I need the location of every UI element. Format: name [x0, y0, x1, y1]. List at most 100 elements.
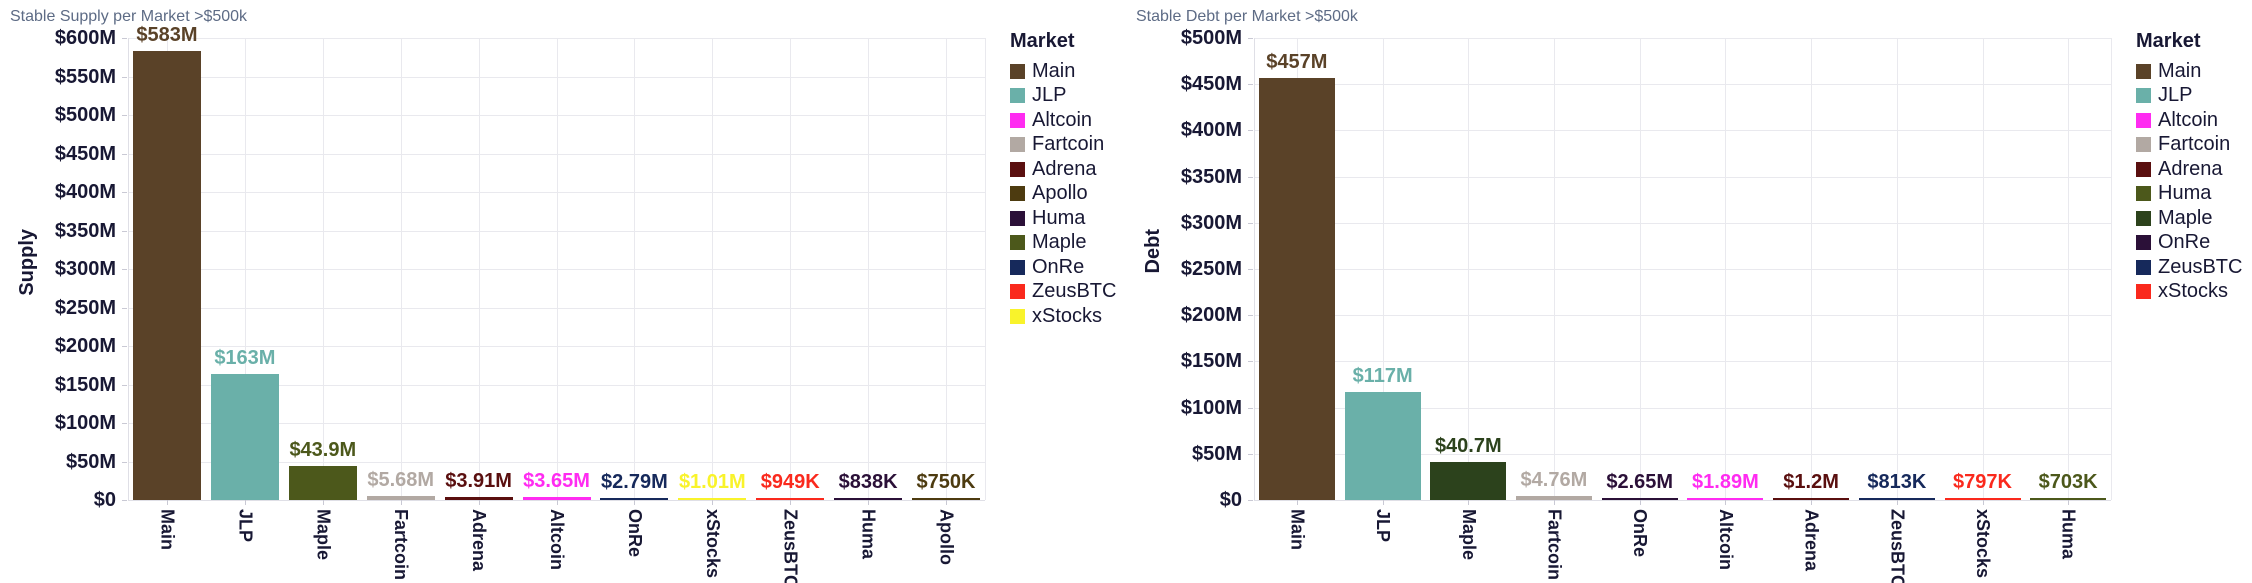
legend-item-jlp[interactable]: JLP [1010, 84, 1116, 109]
legend-item-onre[interactable]: OnRe [1010, 255, 1116, 280]
x-tick-label: Maple [313, 509, 334, 561]
v-gridline [1725, 38, 1727, 500]
legend-item-maple[interactable]: Maple [1010, 231, 1116, 256]
x-tick-mark [1896, 500, 1898, 505]
bar-value-label: $43.9M [289, 439, 357, 461]
x-tick-label: Adrena [1801, 509, 1822, 572]
legend-item-main[interactable]: Main [1010, 59, 1116, 84]
bar-altcoin[interactable] [1687, 498, 1764, 500]
bar-xstocks[interactable] [1944, 498, 2021, 500]
legend-swatch [1010, 308, 1025, 324]
y-tick-label: $350M [1180, 165, 1242, 188]
x-tick-label: Apollo [936, 509, 957, 565]
legend-label: Altcoin [1032, 108, 1093, 131]
bar-adrena[interactable] [1773, 498, 1850, 500]
x-tick-mark [2068, 500, 2070, 505]
v-gridline [712, 38, 714, 500]
bar-onre[interactable] [1601, 498, 1678, 500]
y-tick-label: $0 [1219, 489, 1242, 511]
chart-title: Stable Supply per Market >$500k [10, 8, 248, 25]
legend-swatch [1010, 112, 1025, 128]
bar-onre[interactable] [600, 498, 669, 500]
legend-swatch [1010, 235, 1025, 251]
x-tick-label: ZeusBTC [1887, 509, 1908, 583]
y-tick-mark [122, 38, 127, 39]
v-gridline [1382, 38, 1384, 500]
legend-label: Main [1032, 59, 1076, 82]
legend-item-main[interactable]: Main [2136, 59, 2242, 84]
y-tick-label: $350M [54, 219, 116, 242]
x-tick-mark [712, 500, 714, 505]
y-tick-mark [1248, 176, 1253, 178]
legend: Market Main JLP Altcoin Fartcoin Adrena Huma Ma… [2136, 30, 2242, 304]
legend-item-zeusbtc[interactable]: ZeusBTC [2136, 255, 2242, 280]
y-tick-label: $200M [54, 335, 116, 357]
y-tick-mark [122, 384, 127, 386]
x-tick-mark [478, 500, 480, 505]
bar-main[interactable] [133, 51, 201, 500]
x-tick-mark [634, 500, 636, 505]
bar-xstocks[interactable] [678, 498, 747, 500]
bar-fartcoin[interactable] [366, 496, 435, 500]
x-tick-mark [1553, 500, 1555, 505]
y-tick-mark [1248, 269, 1253, 270]
y-tick-mark [1248, 315, 1253, 317]
legend-swatch [1010, 186, 1025, 202]
x-tick-mark [1468, 500, 1470, 505]
bar-zeusbtc[interactable] [756, 498, 825, 500]
x-tick-label: Altcoin [547, 509, 567, 570]
legend-label: ZeusBTC [2158, 255, 2243, 278]
legend-item-adrena[interactable]: Adrena [2136, 157, 2242, 182]
legend-item-onre[interactable]: OnRe [2136, 231, 2242, 256]
bar-value-label: $1.01M [678, 471, 746, 493]
bar-altcoin[interactable] [522, 497, 591, 500]
bar-adrena[interactable] [444, 497, 513, 500]
legend-item-apollo[interactable]: Apollo [1010, 182, 1116, 207]
legend-item-fartcoin[interactable]: Fartcoin [1010, 133, 1116, 158]
legend-item-huma[interactable]: Huma [2136, 182, 2242, 207]
bar-huma[interactable] [834, 498, 903, 500]
y-tick-label: $50M [1191, 442, 1242, 465]
bar-apollo[interactable] [912, 498, 980, 500]
bar-maple[interactable] [288, 466, 357, 500]
y-tick-mark [122, 192, 127, 193]
bar-jlp[interactable] [210, 374, 279, 500]
y-tick-label: $500M [1180, 27, 1242, 49]
legend-item-jlp[interactable]: JLP [2136, 84, 2242, 109]
legend-item-altcoin[interactable]: Altcoin [1010, 108, 1116, 133]
bar-jlp[interactable] [1344, 392, 1421, 500]
bar-huma[interactable] [2030, 498, 2107, 500]
y-tick-mark [122, 461, 127, 463]
v-gridline [868, 38, 870, 500]
legend-item-maple[interactable]: Maple [2136, 206, 2242, 231]
legend-item-xstocks[interactable]: xStocks [2136, 280, 2242, 305]
bar-value-label: $2.65M [1606, 471, 1674, 493]
bar-maple[interactable] [1430, 462, 1507, 500]
bar-zeusbtc[interactable] [1858, 498, 1935, 500]
legend-title: Market [1010, 30, 1075, 52]
legend-item-huma[interactable]: Huma [1010, 206, 1116, 231]
legend-item-xstocks[interactable]: xStocks [1010, 304, 1116, 329]
bar-value-label: $949K [760, 471, 820, 493]
v-gridline [244, 38, 246, 500]
y-tick-label: $100M [1180, 396, 1242, 419]
bar-fartcoin[interactable] [1515, 496, 1592, 500]
legend-label: OnRe [2158, 231, 2211, 254]
legend-item-altcoin[interactable]: Altcoin [2136, 108, 2242, 133]
y-tick-mark [1248, 222, 1253, 224]
y-tick-label: $400M [1180, 119, 1242, 142]
y-tick-label: $450M [54, 142, 116, 165]
legend-item-adrena[interactable]: Adrena [1010, 157, 1116, 182]
bar-value-label: $117M [1352, 365, 1413, 387]
legend-item-zeusbtc[interactable]: ZeusBTC [1010, 280, 1116, 305]
bar-value-label: $40.7M [1434, 435, 1502, 457]
v-gridline [322, 38, 324, 500]
legend-item-fartcoin[interactable]: Fartcoin [2136, 133, 2242, 158]
v-gridline [634, 38, 636, 500]
h-gridline [1254, 130, 2111, 132]
bar-value-label: $3.65M [523, 470, 590, 492]
bar-value-label: $1.2M [1783, 471, 1839, 493]
bar-main[interactable] [1258, 78, 1335, 500]
y-axis-line [1254, 38, 1255, 500]
